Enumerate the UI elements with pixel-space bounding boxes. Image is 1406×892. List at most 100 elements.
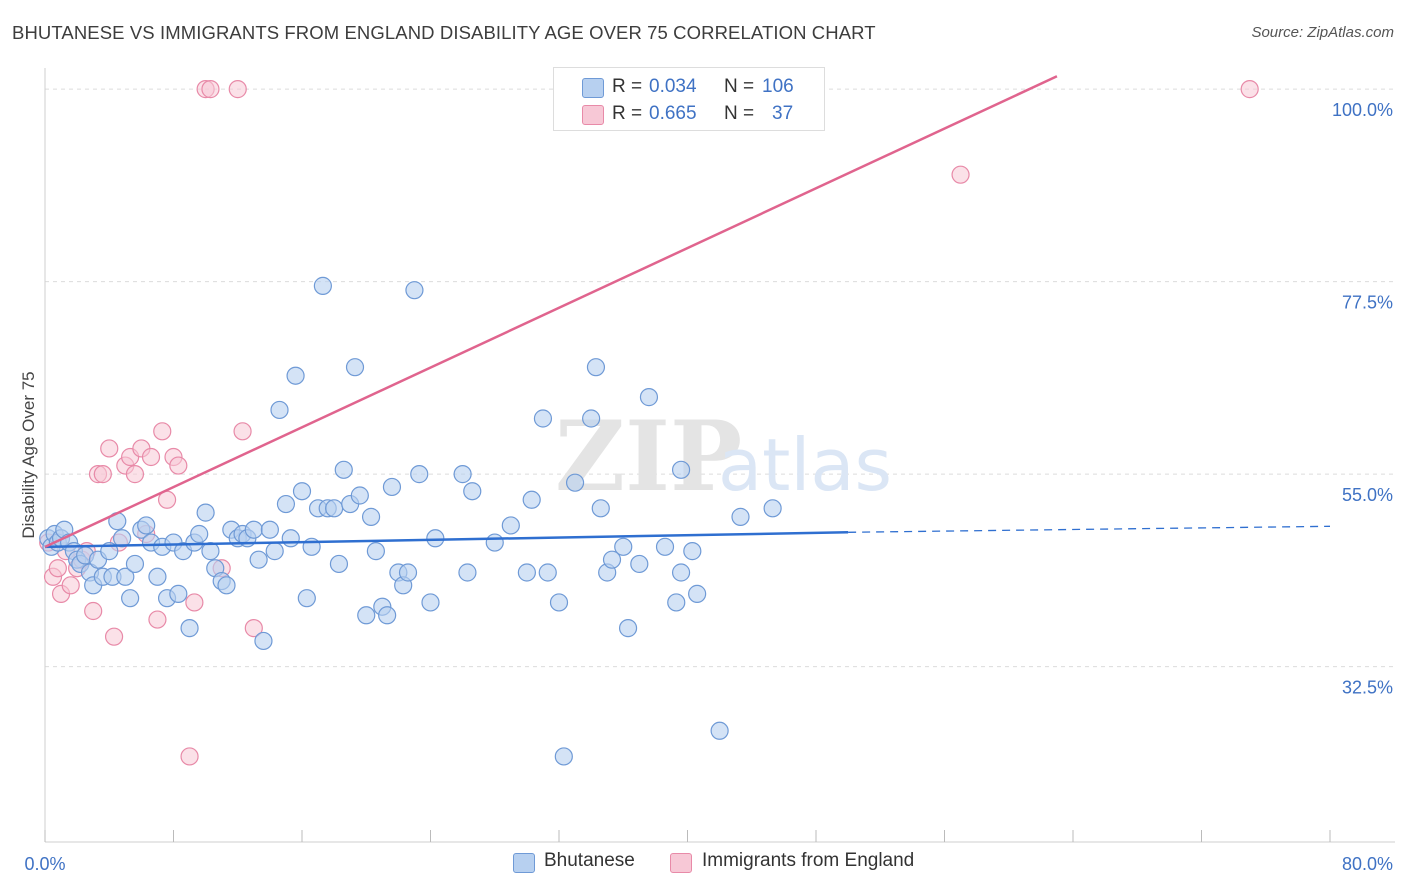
england-point — [951, 165, 970, 184]
bhutanese-point — [683, 542, 702, 561]
bhutanese-point — [671, 563, 691, 582]
bhutanese-point — [458, 563, 477, 582]
y-tick-label: 100.0% — [1332, 100, 1393, 120]
bhutanese-point — [586, 358, 606, 377]
source-label: Source: ZipAtlas.com — [1251, 24, 1394, 41]
bhutanese-point — [453, 465, 472, 484]
england-point — [93, 465, 112, 484]
legend-n-value: 37 — [772, 103, 794, 124]
bhutanese-point — [244, 520, 263, 539]
y-tick-label: 77.5% — [1342, 293, 1393, 313]
bhutanese-point — [614, 537, 633, 556]
bottom-legend-label: Bhutanese — [544, 850, 635, 871]
bhutanese-point — [591, 499, 610, 518]
bhutanese-point — [217, 576, 236, 595]
bhutanese-point — [485, 533, 504, 552]
bhutanese-point — [538, 563, 557, 582]
bhutanese-point — [116, 567, 135, 586]
bhutanese-point — [667, 593, 686, 612]
bhutanese-point — [410, 465, 429, 484]
legend-r-value: 0.665 — [649, 103, 697, 124]
bhutanese-point — [382, 477, 402, 497]
bhutanese-point — [522, 490, 541, 509]
bhutanese-point — [618, 619, 638, 638]
bottom-legend-swatch-pink — [670, 853, 692, 873]
england-point — [141, 447, 161, 467]
bhutanese-point — [639, 388, 659, 407]
england-trend-line — [44, 75, 1058, 548]
stats-legend: R = 0.034 N = 106 R = 0.665 N = 37 — [553, 67, 825, 131]
england-point — [84, 601, 103, 621]
bhutanese-point — [297, 589, 316, 608]
bhutanese-point — [501, 516, 520, 535]
england-point — [100, 439, 119, 458]
england-point — [228, 80, 247, 99]
bottom-legend-swatch-blue — [513, 853, 535, 873]
england-point — [233, 422, 252, 441]
legend-swatch-pink — [582, 105, 604, 125]
gridlines — [45, 88, 1395, 668]
bhutanese-point — [281, 529, 300, 548]
legend-r-value: 0.034 — [649, 76, 697, 97]
england-point — [1240, 80, 1259, 99]
bhutanese-point — [731, 507, 750, 526]
legend-n-label: N = — [724, 76, 755, 97]
legend-swatch-blue — [582, 78, 604, 98]
england-point — [180, 747, 199, 766]
bottom-legend-label: Immigrants from England — [702, 850, 915, 871]
england-point — [148, 610, 167, 629]
watermark-atlas: atlas — [718, 423, 892, 507]
x-tick-label: 80.0% — [1342, 854, 1393, 874]
bhutanese-point — [249, 550, 268, 569]
bhutanese-point — [125, 554, 145, 574]
bhutanese-point — [190, 524, 209, 544]
bhutanese-point — [112, 529, 132, 548]
bhutanese-point — [345, 358, 365, 377]
bhutanese-point — [361, 507, 381, 526]
bhutanese-point — [710, 721, 729, 740]
bhutanese-point — [426, 529, 445, 548]
bhutanese-point — [398, 563, 418, 582]
england-point — [244, 619, 263, 638]
bhutanese-point — [334, 460, 353, 479]
bhutanese-point — [270, 400, 289, 420]
bhutanese-point — [276, 494, 296, 514]
england-point — [169, 456, 188, 475]
chart-title: BHUTANESE VS IMMIGRANTS FROM ENGLAND DIS… — [12, 22, 876, 43]
england-point — [104, 627, 124, 646]
bhutanese-point — [325, 499, 344, 518]
bhutanese-point — [378, 606, 397, 625]
tick-labels: 32.5% 55.0% 77.5% 100.0% 0.0% 80.0% — [24, 100, 1393, 874]
bhutanese-point — [533, 409, 553, 428]
axes — [44, 68, 1395, 843]
bhutanese-point — [350, 486, 369, 505]
bhutanese-point — [366, 542, 385, 561]
bhutanese-point — [357, 606, 376, 625]
england-point — [201, 80, 220, 99]
bhutanese-point — [169, 584, 188, 603]
england-point — [125, 465, 145, 484]
bhutanese-point — [405, 281, 424, 300]
legend-n-value: 106 — [762, 76, 794, 97]
bhutanese-point — [671, 460, 691, 479]
bhutanese-point — [265, 542, 284, 561]
legend-r-label: R = — [612, 76, 643, 97]
trend-lines — [44, 75, 1331, 549]
bhutanese-point — [421, 593, 440, 612]
bhutanese-point — [463, 482, 482, 501]
bhutanese-point — [196, 503, 215, 522]
y-tick-label: 55.0% — [1342, 485, 1393, 505]
bhutanese-point — [655, 537, 675, 556]
legend-r-label: R = — [612, 103, 643, 124]
x-tick-label: 0.0% — [24, 854, 65, 874]
bhutanese-point — [137, 516, 156, 535]
bhutanese-trend-extension — [848, 525, 1331, 533]
bhutanese-point — [292, 482, 312, 501]
watermark: ZIP atlas — [555, 400, 892, 513]
bhutanese-point — [180, 619, 199, 638]
bhutanese-point — [260, 520, 279, 539]
bhutanese-point — [763, 499, 782, 518]
bhutanese-point — [517, 563, 536, 582]
england-point — [48, 559, 67, 578]
